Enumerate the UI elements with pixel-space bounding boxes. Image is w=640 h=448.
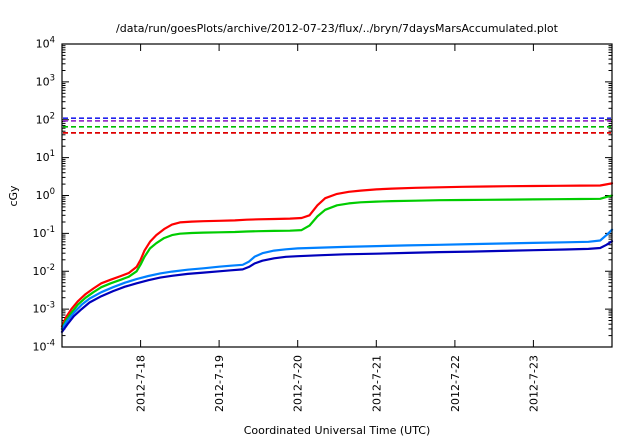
x-tick-label: 2012-7-18 bbox=[135, 355, 148, 412]
y-tick-label: 10-1 bbox=[33, 225, 55, 240]
accumulated-dose-red-curve bbox=[60, 182, 614, 328]
y-tick-label: 10-2 bbox=[33, 263, 55, 278]
y-tick-label: 103 bbox=[36, 73, 55, 88]
y-tick-label: 10-3 bbox=[33, 301, 55, 316]
x-tick-label: 2012-7-23 bbox=[527, 355, 540, 412]
accumulated-dose-lightblue-curve bbox=[60, 228, 614, 330]
y-tick-label: 101 bbox=[36, 149, 55, 164]
plot-border bbox=[61, 43, 613, 348]
x-tick-label: 2012-7-20 bbox=[292, 355, 305, 412]
y-tick-label: 10-4 bbox=[33, 339, 55, 354]
x-tick-label: 2012-7-19 bbox=[213, 355, 226, 412]
y-tick-label: 102 bbox=[36, 111, 55, 126]
accumulated-dose-green-curve bbox=[60, 194, 614, 330]
x-tick-label: 2012-7-21 bbox=[370, 355, 383, 412]
accumulated-dose-darkblue-curve bbox=[60, 240, 614, 333]
y-tick-label: 104 bbox=[36, 36, 55, 51]
x-axis-label: Coordinated Universal Time (UTC) bbox=[243, 424, 431, 437]
x-tick-label: 2012-7-22 bbox=[449, 355, 462, 412]
chart-title: /data/run/goesPlots/archive/2012-07-23/f… bbox=[116, 22, 558, 35]
y-tick-label: 100 bbox=[36, 187, 55, 202]
